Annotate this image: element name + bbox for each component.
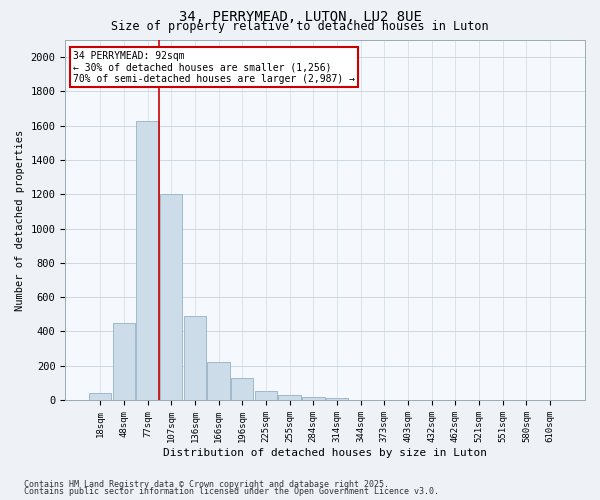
Text: Size of property relative to detached houses in Luton: Size of property relative to detached ho… [111, 20, 489, 33]
Text: 34, PERRYMEAD, LUTON, LU2 8UE: 34, PERRYMEAD, LUTON, LU2 8UE [179, 10, 421, 24]
Bar [326, 398, 348, 400]
X-axis label: Distribution of detached houses by size in Luton: Distribution of detached houses by size … [163, 448, 487, 458]
Bar [302, 398, 325, 400]
Bar [136, 120, 159, 400]
Bar [231, 378, 253, 400]
Bar [278, 395, 301, 400]
Bar [89, 393, 112, 400]
Y-axis label: Number of detached properties: Number of detached properties [15, 130, 25, 310]
Bar [113, 323, 135, 400]
Bar [160, 194, 182, 400]
Text: Contains HM Land Registry data © Crown copyright and database right 2025.: Contains HM Land Registry data © Crown c… [24, 480, 389, 489]
Bar [254, 392, 277, 400]
Bar [184, 316, 206, 400]
Text: 34 PERRYMEAD: 92sqm
← 30% of detached houses are smaller (1,256)
70% of semi-det: 34 PERRYMEAD: 92sqm ← 30% of detached ho… [73, 51, 355, 84]
Text: Contains public sector information licensed under the Open Government Licence v3: Contains public sector information licen… [24, 487, 439, 496]
Bar [208, 362, 230, 400]
